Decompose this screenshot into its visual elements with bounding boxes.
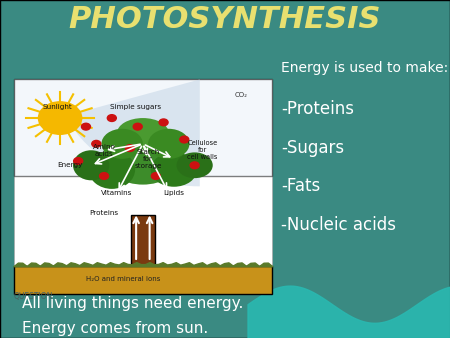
Text: Simple sugars: Simple sugars bbox=[109, 104, 161, 110]
Circle shape bbox=[133, 123, 142, 130]
Circle shape bbox=[92, 141, 101, 147]
Circle shape bbox=[190, 162, 199, 169]
Circle shape bbox=[159, 119, 168, 126]
Text: -Sugars: -Sugars bbox=[281, 139, 344, 156]
Circle shape bbox=[99, 173, 108, 179]
Text: -Nucleic acids: -Nucleic acids bbox=[281, 216, 396, 234]
Text: Cellulose
for
cell walls: Cellulose for cell walls bbox=[187, 140, 218, 160]
Text: Starch
for
storage: Starch for storage bbox=[134, 149, 162, 169]
FancyBboxPatch shape bbox=[14, 79, 272, 176]
Text: H₂O and mineral ions: H₂O and mineral ions bbox=[86, 276, 160, 282]
Ellipse shape bbox=[107, 137, 179, 185]
Text: All living things need energy.: All living things need energy. bbox=[22, 296, 244, 311]
Ellipse shape bbox=[101, 129, 143, 159]
Text: QUESTION: QUESTION bbox=[14, 292, 53, 301]
Circle shape bbox=[107, 115, 116, 121]
Circle shape bbox=[38, 102, 82, 134]
Text: Proteins: Proteins bbox=[90, 210, 119, 216]
Text: Energy comes from sun.: Energy comes from sun. bbox=[22, 321, 209, 336]
Circle shape bbox=[81, 123, 90, 130]
Circle shape bbox=[151, 173, 160, 179]
FancyBboxPatch shape bbox=[131, 215, 154, 268]
Text: Lipids: Lipids bbox=[163, 190, 184, 196]
Text: Sunlight: Sunlight bbox=[43, 104, 72, 110]
FancyBboxPatch shape bbox=[14, 266, 272, 294]
Text: -Proteins: -Proteins bbox=[281, 100, 354, 118]
Text: Energy: Energy bbox=[58, 162, 83, 168]
Ellipse shape bbox=[176, 152, 213, 178]
Text: -Fats: -Fats bbox=[281, 177, 320, 195]
Circle shape bbox=[126, 145, 135, 151]
FancyBboxPatch shape bbox=[14, 79, 272, 294]
Text: Energy is used to make:: Energy is used to make: bbox=[281, 61, 449, 75]
Text: Vitamins: Vitamins bbox=[101, 190, 133, 196]
Ellipse shape bbox=[89, 150, 135, 189]
Text: PHOTOSYNTHESIS: PHOTOSYNTHESIS bbox=[69, 5, 381, 34]
Wedge shape bbox=[66, 79, 200, 186]
Text: CO₂: CO₂ bbox=[235, 92, 248, 98]
Ellipse shape bbox=[73, 150, 109, 180]
Ellipse shape bbox=[151, 152, 197, 187]
Text: Amino
acids: Amino acids bbox=[93, 144, 116, 157]
Circle shape bbox=[74, 158, 83, 164]
Ellipse shape bbox=[148, 129, 189, 159]
Circle shape bbox=[180, 136, 189, 143]
Ellipse shape bbox=[117, 118, 169, 148]
